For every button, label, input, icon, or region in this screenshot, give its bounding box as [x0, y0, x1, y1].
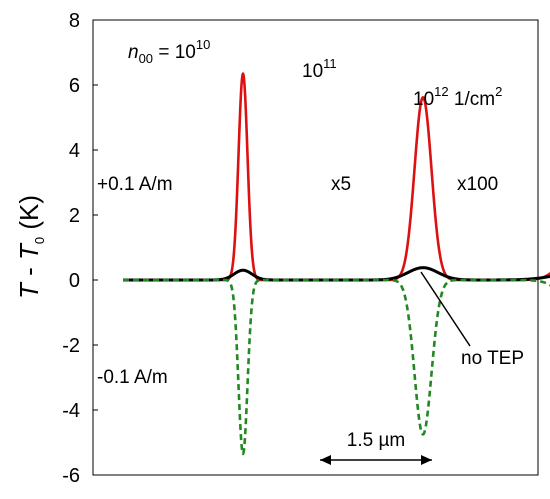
series-negative-current	[122, 278, 550, 456]
annotation-plus-current: +0.1 A/m	[97, 174, 173, 195]
y-label-minus: -	[14, 260, 44, 283]
y-label-unit: (K)	[14, 195, 44, 237]
annotation-n00: n00 = 1010	[128, 37, 210, 66]
y-tick-label: -2	[62, 335, 80, 357]
y-label-T: T	[14, 281, 44, 299]
y-axis-label: T - T0 (K)	[14, 195, 47, 299]
annotation-1e11-base: 10	[302, 61, 323, 82]
y-tick-label: -6	[62, 465, 80, 487]
plot-frame	[92, 19, 539, 476]
annotation-no-tep: no TEP	[461, 348, 524, 369]
y-label-T0-subscript: 0	[32, 237, 47, 244]
series-layer	[122, 72, 550, 456]
annotation-x100: x100	[457, 174, 498, 195]
annotation-n00-exponent: 10	[196, 37, 210, 52]
annotation-1e12: 1012 1/cm2	[413, 84, 502, 110]
annotation-1e11: 1011	[302, 56, 337, 82]
no-tep-pointer	[420, 271, 471, 347]
y-tick-label: -4	[62, 400, 80, 422]
annotation-x5: x5	[331, 174, 351, 195]
annotation-1e11-exponent: 11	[323, 56, 337, 71]
annotation-1e12-unit: 1/cm	[449, 89, 495, 110]
y-tick-label: 0	[69, 270, 80, 292]
scale-bar: 1.5 µm	[320, 430, 432, 465]
annotation-1e12-base: 10	[413, 89, 434, 110]
y-tick-label: 4	[69, 140, 80, 162]
series-no-tep	[122, 266, 550, 282]
annotation-n00-equals: = 10	[153, 42, 196, 63]
annotation-n00-symbol: n	[128, 42, 139, 63]
annotation-1e12-exponent: 12	[434, 84, 448, 99]
scale-bar-right-arrow	[421, 455, 432, 465]
scale-bar-label: 1.5 µm	[347, 430, 405, 451]
annotation-minus-current: -0.1 A/m	[97, 367, 168, 388]
y-tick-label: 2	[69, 205, 80, 227]
y-axis-ticks: 8 6 4 2 0 -2 -4 -6	[62, 10, 98, 487]
y-tick-label: 6	[69, 75, 80, 97]
scale-bar-left-arrow	[320, 455, 331, 465]
y-tick-label: 8	[69, 10, 80, 32]
annotation-n00-subscript: 00	[139, 51, 153, 66]
y-label-T0: T	[14, 242, 44, 260]
annotation-1e12-unit-exponent: 2	[495, 84, 502, 99]
